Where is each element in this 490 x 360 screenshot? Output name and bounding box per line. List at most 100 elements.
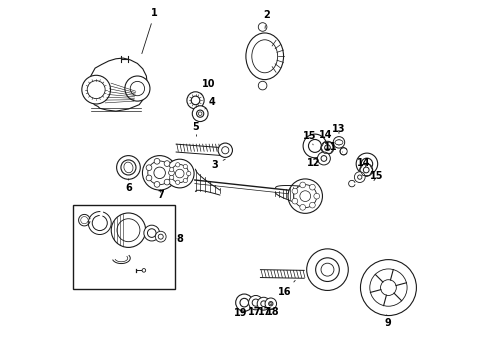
Circle shape (361, 260, 416, 316)
Circle shape (261, 301, 267, 307)
Circle shape (146, 165, 152, 171)
Circle shape (364, 167, 369, 173)
Circle shape (321, 141, 334, 154)
Circle shape (154, 181, 160, 187)
Circle shape (158, 234, 163, 239)
Circle shape (221, 147, 229, 154)
Circle shape (147, 229, 156, 237)
Text: 3: 3 (211, 159, 225, 170)
Circle shape (166, 159, 194, 188)
Circle shape (257, 297, 270, 310)
Ellipse shape (124, 162, 133, 173)
Text: 15: 15 (303, 131, 317, 145)
Ellipse shape (252, 40, 278, 73)
Text: 5: 5 (192, 122, 199, 136)
Circle shape (175, 163, 180, 167)
Circle shape (316, 258, 339, 282)
Circle shape (171, 165, 189, 183)
Circle shape (170, 167, 174, 172)
Circle shape (307, 249, 348, 291)
Text: 17: 17 (258, 307, 271, 317)
Text: 9: 9 (384, 315, 391, 328)
Text: 1: 1 (142, 8, 158, 54)
Text: 4: 4 (205, 97, 216, 109)
Circle shape (333, 136, 344, 148)
Circle shape (310, 184, 315, 190)
Circle shape (144, 225, 160, 241)
Circle shape (143, 156, 177, 190)
Circle shape (270, 303, 272, 305)
Circle shape (337, 140, 342, 145)
Circle shape (300, 191, 311, 202)
Circle shape (170, 175, 174, 180)
Text: 6: 6 (125, 179, 132, 193)
Circle shape (265, 298, 276, 310)
Circle shape (258, 23, 267, 31)
Circle shape (236, 294, 253, 311)
Circle shape (191, 96, 200, 105)
Text: 12: 12 (307, 158, 320, 168)
Circle shape (164, 179, 170, 185)
Circle shape (146, 175, 152, 181)
Circle shape (303, 134, 327, 158)
Text: 19: 19 (234, 309, 247, 318)
Circle shape (321, 263, 334, 276)
Ellipse shape (246, 33, 284, 80)
Circle shape (358, 175, 362, 179)
Circle shape (183, 165, 188, 169)
Circle shape (169, 170, 174, 176)
Circle shape (292, 188, 298, 194)
Text: 8: 8 (176, 234, 183, 244)
Circle shape (309, 139, 321, 152)
Circle shape (340, 148, 347, 155)
Text: 13: 13 (332, 124, 346, 134)
Polygon shape (321, 142, 334, 153)
Circle shape (92, 216, 107, 230)
Circle shape (361, 158, 373, 170)
Circle shape (248, 296, 263, 310)
Circle shape (82, 75, 111, 104)
Circle shape (175, 180, 180, 184)
Circle shape (88, 212, 111, 234)
Circle shape (111, 213, 146, 247)
Circle shape (321, 156, 327, 161)
Circle shape (175, 169, 184, 178)
Circle shape (218, 143, 232, 157)
Circle shape (318, 152, 330, 165)
Bar (73, 205, 175, 289)
Circle shape (288, 179, 322, 213)
Circle shape (130, 81, 145, 96)
Text: 10: 10 (201, 79, 216, 95)
Circle shape (252, 299, 259, 306)
Circle shape (121, 160, 136, 175)
Circle shape (117, 156, 140, 179)
Text: 7: 7 (157, 190, 164, 200)
Circle shape (370, 269, 407, 306)
Circle shape (300, 182, 306, 188)
Circle shape (196, 110, 204, 117)
Circle shape (354, 172, 365, 183)
Text: 14: 14 (319, 130, 333, 144)
Text: 18: 18 (266, 307, 279, 317)
Circle shape (258, 81, 267, 90)
Circle shape (187, 171, 191, 176)
Circle shape (142, 269, 146, 272)
Circle shape (300, 204, 306, 210)
Circle shape (360, 163, 373, 176)
Circle shape (269, 302, 273, 306)
Circle shape (125, 76, 150, 101)
Circle shape (87, 81, 105, 99)
Circle shape (292, 198, 298, 204)
Text: 2: 2 (263, 10, 270, 28)
Circle shape (294, 185, 317, 208)
Circle shape (155, 231, 166, 242)
Circle shape (324, 145, 330, 150)
Circle shape (154, 158, 160, 164)
Text: 14: 14 (357, 158, 371, 168)
Circle shape (183, 179, 188, 183)
Text: 17: 17 (248, 307, 262, 317)
Circle shape (356, 153, 378, 175)
Circle shape (381, 280, 396, 296)
Circle shape (117, 219, 140, 242)
Text: 15: 15 (370, 171, 384, 181)
